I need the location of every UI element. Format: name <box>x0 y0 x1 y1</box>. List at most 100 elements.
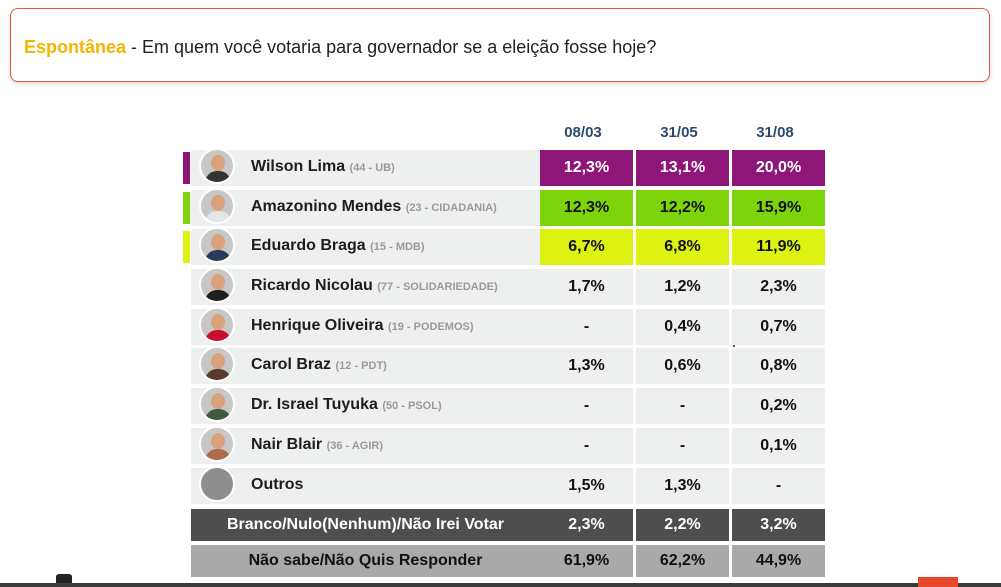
candidate-party: (15 - MDB) <box>370 241 425 253</box>
value-cell: 0,1% <box>732 428 825 464</box>
candidate-row: Outros 1,5% 1,3% - <box>183 466 825 504</box>
candidate-name-line: Amazonino Mendes (23 - CIDADANIA) <box>251 198 497 216</box>
candidate-name-line: Dr. Israel Tuyuka (50 - PSOL) <box>251 396 442 414</box>
avatar <box>199 346 235 382</box>
candidate-name-line: Nair Blair (36 - AGIR) <box>251 436 383 454</box>
avatar <box>199 386 235 422</box>
value-cell: 12,3% <box>540 150 633 186</box>
value-cell: 44,9% <box>732 545 825 577</box>
question-box: Espontânea - Em quem você votaria para g… <box>10 8 990 82</box>
candidate-party: (23 - CIDADANIA) <box>405 202 497 214</box>
row-background <box>191 348 540 384</box>
summary-label: Não sabe/Não Quis Responder <box>191 545 540 577</box>
row-background <box>191 229 540 265</box>
column-header-1: 08/03 <box>564 124 602 141</box>
avatar <box>199 148 235 184</box>
candidate-party: (19 - PODEMOS) <box>387 321 474 333</box>
row-accent <box>183 192 190 224</box>
candidate-name: Ricardo Nicolau <box>251 277 373 294</box>
candidate-name: Amazonino Mendes <box>251 198 402 215</box>
row-background <box>191 428 540 464</box>
row-background <box>191 309 540 345</box>
row-background <box>191 150 540 186</box>
candidate-name: Carol Braz <box>251 356 332 373</box>
candidate-row: Nair Blair (36 - AGIR) - - 0,1% <box>183 426 825 464</box>
value-cell: - <box>732 468 825 504</box>
stray-mark <box>733 345 735 347</box>
row-accent <box>183 152 190 184</box>
value-cell: 13,1% <box>636 150 729 186</box>
value-cell: - <box>540 309 633 345</box>
value-cell: 0,6% <box>636 348 729 384</box>
value-cell: - <box>636 388 729 424</box>
value-cell: 0,7% <box>732 309 825 345</box>
candidate-row: Henrique Oliveira (19 - PODEMOS) - 0,4% … <box>183 307 825 345</box>
value-cell: 2,3% <box>732 269 825 305</box>
candidate-name: Nair Blair <box>251 436 323 453</box>
row-background <box>191 190 540 226</box>
row-background <box>191 388 540 424</box>
summary-row-blank-null: Branco/Nulo(Nenhum)/Não Irei Votar 2,3% … <box>183 509 825 541</box>
avatar <box>199 188 235 224</box>
summary-row-dont-know: Não sabe/Não Quis Responder 61,9% 62,2% … <box>183 545 825 577</box>
candidate-name: Henrique Oliveira <box>251 317 384 334</box>
candidate-name: Eduardo Braga <box>251 237 366 254</box>
candidate-name: Outros <box>251 476 304 493</box>
value-cell: 6,8% <box>636 229 729 265</box>
candidate-name-line: Wilson Lima (44 - UB) <box>251 158 395 176</box>
question-label: Espontânea <box>24 37 127 57</box>
value-cell: 12,3% <box>540 190 633 226</box>
footer-accent-bar <box>918 577 958 587</box>
value-cell: 20,0% <box>732 150 825 186</box>
candidate-name: Dr. Israel Tuyuka <box>251 396 378 413</box>
candidate-row: Eduardo Braga (15 - MDB) 6,7% 6,8% 11,9% <box>183 227 825 265</box>
avatar <box>199 227 235 263</box>
row-accent <box>183 231 190 263</box>
column-header-3: 31/08 <box>756 124 794 141</box>
value-cell: 1,7% <box>540 269 633 305</box>
value-cell: - <box>540 428 633 464</box>
value-cell: 12,2% <box>636 190 729 226</box>
question-body: - Em quem você votaria para governador s… <box>126 37 657 57</box>
candidate-party: (50 - PSOL) <box>382 400 442 412</box>
value-cell: 3,2% <box>732 509 825 541</box>
value-cell: 1,2% <box>636 269 729 305</box>
row-background <box>191 269 540 305</box>
candidate-name-line: Carol Braz (12 - PDT) <box>251 356 387 374</box>
candidate-row: Dr. Israel Tuyuka (50 - PSOL) - - 0,2% <box>183 386 825 424</box>
candidate-party: (77 - SOLIDARIEDADE) <box>377 281 498 293</box>
avatar <box>199 307 235 343</box>
candidate-row: Carol Braz (12 - PDT) 1,3% 0,6% 0,8% <box>183 346 825 384</box>
candidate-name-line: Henrique Oliveira (19 - PODEMOS) <box>251 317 474 335</box>
value-cell: 0,4% <box>636 309 729 345</box>
value-cell: 2,2% <box>636 509 729 541</box>
candidate-party: (44 - UB) <box>349 162 395 174</box>
value-cell: 1,3% <box>636 468 729 504</box>
value-cell: 62,2% <box>636 545 729 577</box>
avatar <box>199 426 235 462</box>
candidate-row: Ricardo Nicolau (77 - SOLIDARIEDADE) 1,7… <box>183 267 825 305</box>
avatar <box>199 267 235 303</box>
footer-line <box>0 583 1001 587</box>
question-text: Espontânea - Em quem você votaria para g… <box>24 37 656 58</box>
value-cell: 15,9% <box>732 190 825 226</box>
value-cell: 0,8% <box>732 348 825 384</box>
value-cell: 0,2% <box>732 388 825 424</box>
value-cell: 2,3% <box>540 509 633 541</box>
avatar-placeholder <box>199 466 235 502</box>
candidate-name-line: Outros <box>251 476 303 494</box>
candidate-name-line: Eduardo Braga (15 - MDB) <box>251 237 425 255</box>
candidate-row: Wilson Lima (44 - UB) 12,3% 13,1% 20,0% <box>183 148 825 186</box>
summary-label: Branco/Nulo(Nenhum)/Não Irei Votar <box>191 509 540 541</box>
value-cell: 61,9% <box>540 545 633 577</box>
candidate-party: (36 - AGIR) <box>326 440 384 452</box>
value-cell: - <box>540 388 633 424</box>
value-cell: 6,7% <box>540 229 633 265</box>
candidate-row: Amazonino Mendes (23 - CIDADANIA) 12,3% … <box>183 188 825 226</box>
candidate-name: Wilson Lima <box>251 158 346 175</box>
value-cell: 11,9% <box>732 229 825 265</box>
candidate-name-line: Ricardo Nicolau (77 - SOLIDARIEDADE) <box>251 277 498 295</box>
row-background <box>191 468 540 504</box>
candidate-party: (12 - PDT) <box>335 360 387 372</box>
value-cell: - <box>636 428 729 464</box>
